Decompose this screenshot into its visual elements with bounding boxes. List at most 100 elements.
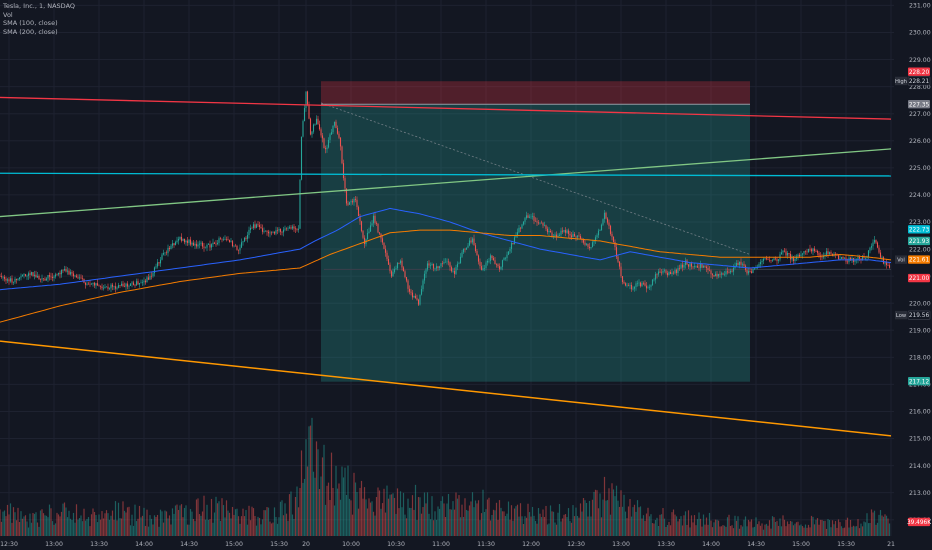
candle[interactable] [659, 271, 661, 273]
red-trend-line[interactable] [0, 96, 892, 120]
candle[interactable] [447, 261, 450, 263]
candle[interactable] [9, 278, 12, 282]
candle[interactable] [360, 221, 363, 231]
candle[interactable] [186, 240, 189, 243]
candle[interactable] [128, 285, 130, 287]
candle[interactable] [464, 248, 466, 250]
candle[interactable] [842, 257, 844, 259]
candle[interactable] [476, 250, 478, 256]
candle[interactable] [878, 247, 880, 253]
candle[interactable] [570, 235, 573, 238]
candle[interactable] [69, 272, 72, 275]
candle[interactable] [36, 276, 39, 278]
candle[interactable] [633, 286, 636, 289]
candle[interactable] [726, 271, 729, 273]
candle[interactable] [54, 274, 57, 277]
candle[interactable] [285, 228, 288, 230]
candle[interactable] [278, 229, 280, 231]
candle[interactable] [168, 247, 171, 250]
candle[interactable] [99, 286, 102, 287]
candle[interactable] [345, 188, 348, 204]
candle[interactable] [438, 266, 441, 269]
candle[interactable] [399, 260, 402, 264]
candle[interactable] [50, 276, 52, 278]
candle[interactable] [303, 108, 306, 122]
candle[interactable] [101, 286, 103, 289]
candle[interactable] [102, 287, 105, 289]
candle[interactable] [648, 286, 651, 288]
candle[interactable] [305, 91, 307, 109]
candle[interactable] [488, 260, 490, 262]
candle[interactable] [885, 262, 888, 265]
candle[interactable] [500, 266, 502, 270]
candle[interactable] [473, 238, 475, 246]
candle[interactable] [390, 271, 393, 277]
candle[interactable] [863, 256, 865, 259]
candle[interactable] [218, 238, 220, 243]
candle[interactable] [294, 228, 297, 230]
candle[interactable] [386, 252, 388, 259]
candle[interactable] [516, 232, 519, 236]
candle[interactable] [152, 273, 154, 277]
candle[interactable] [426, 263, 429, 270]
candle[interactable] [123, 286, 126, 287]
candle[interactable] [368, 231, 370, 233]
candle[interactable] [402, 267, 405, 272]
candle[interactable] [2, 276, 4, 278]
sma-100-line[interactable] [0, 207, 892, 291]
candle[interactable] [849, 257, 852, 261]
candle[interactable] [344, 178, 346, 189]
candle[interactable] [440, 263, 442, 267]
candle[interactable] [609, 225, 612, 234]
candle[interactable] [254, 224, 256, 228]
candle[interactable] [443, 262, 445, 264]
candle[interactable] [389, 264, 391, 272]
candle[interactable] [153, 267, 156, 274]
candle[interactable] [827, 251, 829, 255]
candle[interactable] [527, 215, 529, 218]
candle[interactable] [135, 281, 138, 286]
candle[interactable] [707, 268, 709, 270]
candle[interactable] [612, 236, 615, 242]
candle[interactable] [237, 249, 240, 251]
candle[interactable] [485, 262, 487, 269]
candle[interactable] [459, 256, 462, 264]
candle[interactable] [875, 240, 877, 243]
candle[interactable] [615, 247, 618, 257]
candle[interactable] [326, 147, 328, 150]
candle[interactable] [471, 238, 474, 243]
candle[interactable] [705, 266, 708, 269]
candle[interactable] [87, 283, 90, 285]
candle[interactable] [651, 279, 654, 286]
candle[interactable] [782, 250, 784, 253]
candle[interactable] [228, 240, 231, 242]
candle[interactable] [545, 225, 547, 229]
candle[interactable] [627, 285, 630, 286]
candle[interactable] [53, 276, 55, 279]
candle[interactable] [810, 249, 813, 252]
candle[interactable] [759, 262, 762, 265]
candle[interactable] [636, 283, 639, 284]
candle[interactable] [119, 285, 121, 286]
candle[interactable] [767, 259, 769, 260]
candle[interactable] [126, 283, 129, 287]
candle[interactable] [725, 271, 727, 275]
candle[interactable] [530, 216, 532, 218]
candle[interactable] [846, 261, 849, 263]
candle[interactable] [497, 264, 499, 267]
candle[interactable] [411, 292, 414, 298]
candle[interactable] [738, 261, 741, 265]
candle[interactable] [27, 273, 30, 276]
candle[interactable] [452, 270, 454, 272]
candle[interactable] [788, 253, 790, 254]
candle[interactable] [17, 279, 19, 280]
candle[interactable] [51, 276, 54, 279]
orange-trend-line[interactable] [0, 340, 892, 437]
candle[interactable] [747, 271, 750, 274]
candle[interactable] [785, 251, 787, 256]
candle[interactable] [192, 242, 195, 246]
candle[interactable] [687, 264, 690, 267]
candle[interactable] [275, 230, 277, 234]
candle[interactable] [539, 222, 541, 224]
candle[interactable] [302, 121, 304, 137]
